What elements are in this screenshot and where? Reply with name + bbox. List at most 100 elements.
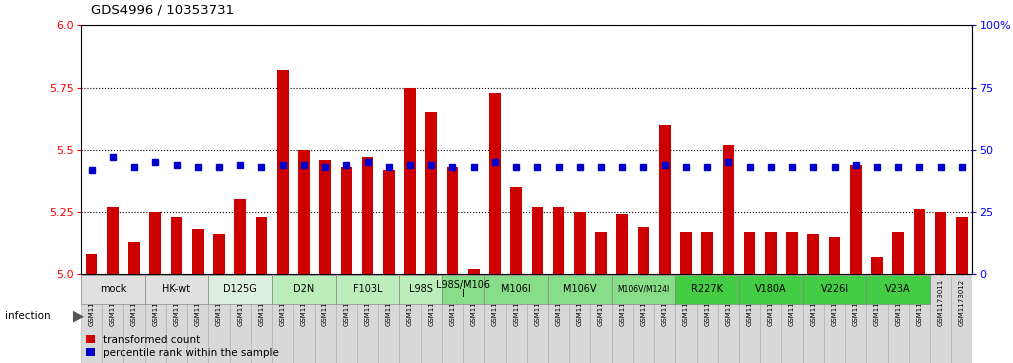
Text: L98S: L98S [408, 285, 433, 294]
Text: GSM1173015: GSM1173015 [450, 279, 456, 326]
Bar [532, 207, 543, 274]
Text: L98S/M106
I: L98S/M106 I [436, 280, 490, 299]
FancyBboxPatch shape [569, 275, 591, 363]
FancyBboxPatch shape [548, 275, 612, 304]
Text: R227K: R227K [691, 285, 723, 294]
FancyBboxPatch shape [739, 275, 760, 363]
Text: GSM1173026: GSM1173026 [810, 279, 816, 326]
Bar [298, 150, 310, 274]
Text: GSM1173007: GSM1173007 [280, 279, 286, 326]
Bar [807, 234, 820, 274]
FancyBboxPatch shape [697, 275, 718, 363]
FancyBboxPatch shape [760, 275, 781, 363]
Text: GSM1172659: GSM1172659 [343, 279, 349, 326]
Text: V226I: V226I [821, 285, 849, 294]
FancyBboxPatch shape [187, 275, 209, 363]
Text: GSM1173018: GSM1173018 [514, 279, 519, 326]
Bar [489, 93, 500, 274]
Bar [637, 227, 649, 274]
Text: infection: infection [5, 311, 51, 321]
Text: GSM1173023: GSM1173023 [237, 279, 243, 326]
Text: GSM1172657: GSM1172657 [173, 279, 179, 326]
FancyBboxPatch shape [272, 275, 335, 304]
FancyBboxPatch shape [251, 275, 272, 363]
FancyBboxPatch shape [739, 275, 802, 304]
FancyBboxPatch shape [81, 275, 102, 363]
Bar [86, 254, 97, 274]
Bar [680, 232, 692, 274]
Text: D125G: D125G [223, 285, 257, 294]
Text: GSM1172660: GSM1172660 [365, 279, 371, 326]
FancyBboxPatch shape [209, 275, 230, 363]
FancyBboxPatch shape [802, 275, 824, 363]
Bar [425, 113, 437, 274]
FancyBboxPatch shape [209, 275, 272, 304]
FancyBboxPatch shape [676, 275, 739, 304]
Text: GSM1173027: GSM1173027 [832, 279, 838, 326]
Text: M106V/M124I: M106V/M124I [617, 285, 670, 294]
Bar [129, 242, 140, 274]
Bar [722, 145, 734, 274]
Bar [574, 212, 586, 274]
FancyBboxPatch shape [718, 275, 739, 363]
FancyBboxPatch shape [951, 275, 972, 363]
FancyBboxPatch shape [399, 275, 420, 363]
Text: GSM1172662: GSM1172662 [598, 279, 604, 326]
Text: GSM1173031: GSM1173031 [725, 279, 731, 326]
Bar [107, 207, 119, 274]
FancyBboxPatch shape [81, 275, 145, 304]
FancyBboxPatch shape [102, 275, 124, 363]
FancyBboxPatch shape [633, 275, 654, 363]
Bar [914, 209, 925, 274]
Text: D2N: D2N [294, 285, 314, 294]
Legend: transformed count, percentile rank within the sample: transformed count, percentile rank withi… [86, 335, 279, 358]
Text: GSM1173011: GSM1173011 [938, 279, 944, 326]
FancyBboxPatch shape [145, 275, 166, 363]
FancyBboxPatch shape [591, 275, 612, 363]
Text: GSM1172658: GSM1172658 [194, 279, 201, 326]
Text: GSM1173030: GSM1173030 [895, 279, 902, 326]
Bar [362, 157, 374, 274]
FancyBboxPatch shape [824, 275, 845, 363]
FancyBboxPatch shape [654, 275, 676, 363]
Bar [744, 232, 756, 274]
Text: GDS4996 / 10353731: GDS4996 / 10353731 [91, 4, 234, 17]
Text: GSM1173020: GSM1173020 [683, 279, 689, 326]
Text: GSM1172654: GSM1172654 [109, 279, 115, 326]
Bar [765, 232, 777, 274]
Text: mock: mock [99, 285, 126, 294]
FancyBboxPatch shape [314, 275, 335, 363]
FancyBboxPatch shape [357, 275, 378, 363]
FancyBboxPatch shape [612, 275, 633, 363]
Text: GSM1172653: GSM1172653 [89, 279, 94, 326]
Text: GSM1172663: GSM1172663 [619, 279, 625, 326]
FancyBboxPatch shape [505, 275, 527, 363]
Text: GSM1173033: GSM1173033 [768, 279, 774, 326]
Bar [340, 167, 353, 274]
Bar [234, 200, 246, 274]
FancyBboxPatch shape [866, 275, 887, 363]
Bar [596, 232, 607, 274]
Bar [511, 187, 522, 274]
FancyBboxPatch shape [442, 275, 484, 304]
FancyBboxPatch shape [887, 275, 909, 363]
Text: GSM1173012: GSM1173012 [959, 279, 964, 326]
Text: GSM1173029: GSM1173029 [874, 279, 880, 326]
FancyBboxPatch shape [781, 275, 802, 363]
FancyBboxPatch shape [612, 275, 676, 304]
FancyBboxPatch shape [442, 275, 463, 363]
Bar [171, 217, 182, 274]
Text: GSM1172655: GSM1172655 [131, 279, 137, 326]
Bar [468, 269, 479, 274]
Bar [277, 70, 289, 274]
Text: GSM1172656: GSM1172656 [152, 279, 158, 326]
Bar [255, 217, 267, 274]
Bar [956, 217, 967, 274]
Bar [935, 212, 946, 274]
Bar [213, 234, 225, 274]
FancyBboxPatch shape [484, 275, 505, 363]
Bar [191, 229, 204, 274]
FancyBboxPatch shape [548, 275, 569, 363]
Bar [383, 170, 395, 274]
Text: GSM1173021: GSM1173021 [704, 279, 710, 326]
